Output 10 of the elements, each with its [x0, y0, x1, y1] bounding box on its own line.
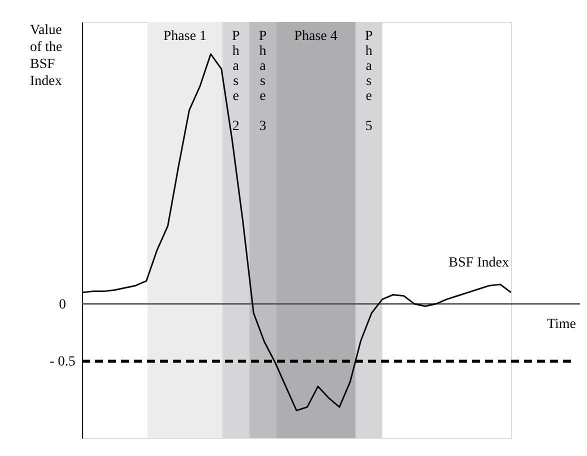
- x-axis-title: Time: [546, 316, 576, 332]
- annotation: Phase 5: [364, 29, 373, 134]
- y-tick-label: 0: [59, 297, 66, 312]
- annotation: BSF Index: [448, 255, 509, 270]
- annotation: Phase 3: [258, 29, 267, 134]
- y-tick-label: - 0.5: [50, 354, 76, 370]
- annotation: Phase 2: [232, 29, 240, 134]
- annotation: Phase 4: [294, 29, 338, 44]
- annotation: Phase 1: [163, 29, 207, 44]
- y-axis-title: Value of the BSF Index: [30, 23, 62, 89]
